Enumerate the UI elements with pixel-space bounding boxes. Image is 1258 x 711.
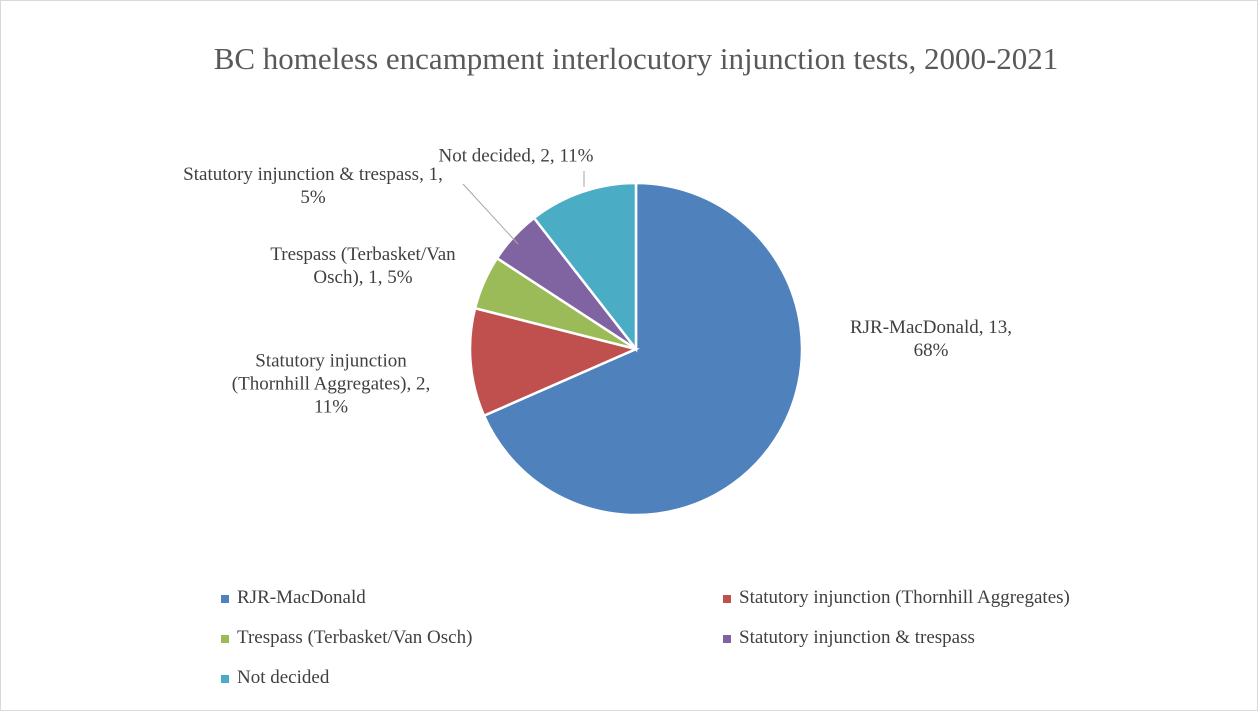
- legend-item: Statutory injunction & trespass: [723, 627, 975, 649]
- pie-slice: [468, 306, 640, 418]
- legend-swatch: [221, 634, 229, 643]
- leader-line: [462, 183, 519, 245]
- legend-label: Statutory injunction (Thornhill Aggregat…: [739, 587, 1070, 608]
- pie-slice: [532, 181, 638, 353]
- data-label: Not decided, 2, 11%: [438, 145, 594, 167]
- legend-item: Statutory injunction (Thornhill Aggregat…: [723, 587, 1070, 609]
- data-label: Statutory injunction (Thornhill Aggregat…: [231, 350, 431, 418]
- legend-swatch: [723, 634, 731, 643]
- legend-item: RJR-MacDonald: [221, 587, 366, 609]
- legend-label: Not decided: [237, 667, 330, 688]
- legend-label: Statutory injunction & trespass: [739, 627, 975, 648]
- chart-title: BC homeless encampment interlocutory inj…: [213, 41, 1059, 76]
- legend-item: Trespass (Terbasket/Van Osch): [221, 627, 472, 649]
- legend-label: RJR-MacDonald: [237, 587, 366, 608]
- legend-swatch: [221, 594, 229, 603]
- data-label: RJR-MacDonald, 13, 68%: [849, 317, 1012, 361]
- data-label: Trespass (Terbasket/Van Osch), 1, 5%: [270, 244, 456, 288]
- legend-swatch: [221, 674, 229, 683]
- pie-slice: [482, 181, 804, 517]
- legend-label: Trespass (Terbasket/Van Osch): [237, 627, 473, 648]
- data-label: Statutory injunction & trespass, 1, 5%: [183, 164, 443, 208]
- legend-swatch: [723, 594, 731, 603]
- legend-item: Not decided: [221, 667, 329, 689]
